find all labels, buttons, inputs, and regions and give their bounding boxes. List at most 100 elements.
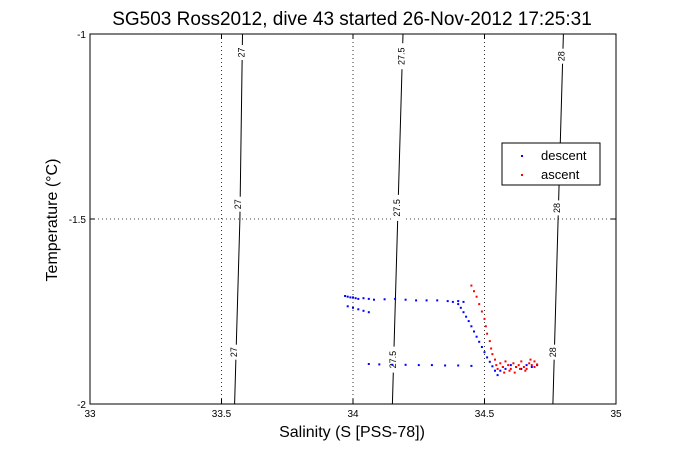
data-point [504, 360, 507, 363]
data-point [444, 364, 447, 367]
data-point [520, 360, 523, 363]
data-point [457, 300, 460, 303]
contour-label-bg [391, 194, 404, 221]
data-point [490, 347, 493, 350]
data-point [346, 295, 349, 298]
contour-label-bg [228, 344, 241, 360]
density-contour [552, 33, 564, 405]
data-point [530, 364, 533, 367]
data-point [470, 284, 473, 287]
x-tick-label: 35 [610, 409, 622, 420]
contour-label-bg [387, 346, 400, 373]
data-point [465, 315, 468, 318]
data-point [352, 306, 354, 309]
data-point [519, 367, 521, 370]
contour-label-bg [547, 344, 560, 360]
data-point [499, 362, 502, 365]
contour-label: 28 [556, 51, 566, 61]
data-point [525, 364, 528, 367]
data-point [494, 369, 496, 372]
plot-area: 33 33.5 34 34.5 35 -2 -1.5 -1 27 27 27 27.5 27.5 27.5… [69, 30, 622, 420]
data-point [512, 362, 515, 365]
data-point [383, 298, 386, 301]
data-point [503, 371, 506, 374]
x-tick-label: 34.5 [475, 409, 495, 420]
data-point [475, 335, 478, 338]
y-tick-label: -1 [77, 30, 86, 41]
data-point [430, 364, 433, 367]
x-tick-label: 33 [84, 409, 96, 420]
data-point [486, 332, 489, 335]
data-point [352, 296, 354, 299]
data-point [436, 299, 439, 302]
data-point [509, 367, 512, 370]
data-point [517, 364, 520, 367]
data-point [501, 366, 504, 368]
data-point [346, 305, 349, 308]
data-point [509, 364, 512, 367]
data-point [530, 366, 533, 368]
data-point [362, 309, 365, 312]
contour-label-bg [551, 200, 564, 216]
data-point [480, 346, 483, 348]
data-point [446, 300, 449, 303]
y-axis-label: Temperature (°C) [44, 159, 61, 282]
data-point [533, 360, 536, 363]
contour-label: 27 [233, 199, 243, 209]
data-point [415, 299, 418, 302]
data-point [404, 363, 407, 366]
contour-label-bg [556, 48, 569, 64]
data-point [373, 298, 375, 301]
data-point [528, 362, 531, 365]
contour-label: 27.5 [388, 351, 398, 369]
data-point [483, 317, 486, 320]
data-point [507, 364, 510, 367]
data-point [515, 366, 518, 368]
contour-label: 27 [229, 347, 239, 357]
data-point [494, 358, 496, 361]
x-tick-label: 34 [347, 409, 359, 420]
y-tick-label: -1.5 [69, 215, 87, 226]
data-point [451, 300, 454, 303]
data-point [378, 363, 381, 366]
data-point [394, 297, 397, 300]
data-point [367, 297, 370, 300]
data-point [529, 358, 532, 361]
data-point [484, 325, 487, 328]
legend-marker [521, 155, 523, 157]
data-point [478, 340, 481, 343]
contour-label-bg [232, 196, 245, 212]
data-point [354, 297, 357, 300]
x-tick-label: 33.5 [212, 409, 232, 420]
legend-label: ascent [541, 167, 580, 182]
data-point [491, 365, 494, 368]
data-point [357, 308, 360, 311]
x-axis-label: Salinity (S [PSS-78]) [279, 424, 425, 441]
data-point [475, 295, 478, 298]
data-point [367, 363, 370, 365]
data-point [462, 300, 465, 303]
data-point [362, 297, 365, 300]
data-point [391, 363, 394, 366]
chart-title: SG503 Ross2012, dive 43 started 26-Nov-2… [112, 9, 592, 30]
data-point [470, 364, 473, 367]
data-point [480, 310, 483, 313]
data-point [367, 311, 370, 314]
data-point [459, 306, 462, 309]
data-point [491, 353, 494, 356]
data-point [533, 366, 536, 368]
contour-label: 27.5 [392, 199, 402, 217]
data-point [508, 369, 511, 372]
data-point [488, 360, 491, 363]
series-ascent [470, 284, 539, 374]
contour-label-bg [236, 45, 249, 60]
contour-label: 28 [552, 203, 562, 213]
data-point [525, 367, 528, 370]
contour-label: 27.5 [397, 47, 407, 65]
contour-label-bg [396, 43, 409, 70]
data-point [536, 363, 539, 366]
legend-marker [521, 174, 523, 176]
legend-label: descent [541, 148, 587, 163]
data-point [496, 374, 499, 377]
